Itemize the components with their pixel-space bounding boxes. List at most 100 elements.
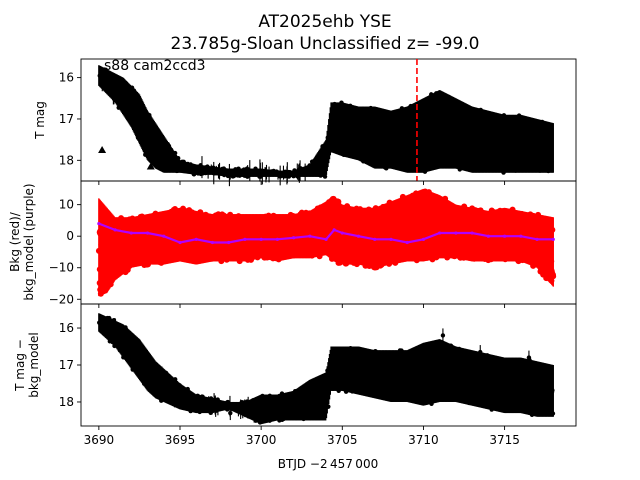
top-data-point (424, 122, 429, 127)
middle-data-point (187, 250, 194, 257)
middle-data-point (509, 206, 516, 213)
middle-data-point (147, 218, 154, 225)
middle-model-point (162, 234, 166, 238)
bottom-data-point (466, 377, 471, 383)
middle-model-point (356, 234, 361, 238)
top-data-point (334, 135, 340, 140)
middle-data-point (183, 217, 190, 224)
top-data-point (396, 123, 401, 129)
bottom-data-point (104, 326, 110, 331)
top-data-point (179, 159, 185, 164)
top-data-point (364, 109, 369, 115)
bottom-data-point (403, 366, 409, 372)
middle-data-point (420, 206, 427, 213)
bottom-data-point (243, 405, 248, 411)
middle-data-point (443, 205, 450, 212)
top-data-point (129, 85, 135, 90)
top-data-point (382, 165, 388, 170)
middle-data-point (107, 281, 114, 288)
bottom-data-point (514, 389, 519, 395)
panel-middle-ylabel-line-2: bkg_model (purple) (22, 183, 36, 300)
middle-data-point (490, 216, 497, 223)
bottom-data-point (490, 377, 496, 383)
bottom-data-point (130, 367, 135, 372)
middle-data-point (208, 232, 215, 239)
bottom-data-point (478, 349, 483, 355)
bottom-data-point (356, 371, 361, 377)
bottom-data-point (438, 357, 444, 363)
top-upper-limit-marker (98, 145, 107, 153)
middle-data-point (240, 232, 247, 239)
bottom-data-point (123, 325, 128, 330)
top-data-point (454, 151, 460, 156)
middle-data-point (349, 219, 356, 226)
middle-data-point (397, 209, 404, 216)
middle-data-point (343, 237, 350, 244)
middle-data-point (504, 223, 511, 230)
title-line-2: 23.785g-Sloan Unclassified z= -99.0 (171, 34, 480, 54)
top-data-point (512, 128, 517, 133)
bottom-data-point (185, 386, 190, 392)
top-data-point (470, 141, 475, 146)
middle-data-point (150, 249, 157, 256)
middle-data-point (432, 194, 439, 201)
middle-data-point (155, 223, 162, 230)
middle-model-point (324, 237, 328, 241)
top-data-point (538, 142, 544, 147)
bottom-data-point (211, 397, 217, 403)
top-data-point (174, 168, 180, 174)
top-data-point (430, 136, 436, 142)
x-tick-label: 3700 (246, 433, 277, 447)
bottom-data-point (441, 368, 447, 373)
middle-model-point (551, 237, 555, 241)
middle-model-point (227, 240, 231, 245)
middle-data-point (530, 262, 537, 269)
bottom-data-point (532, 364, 538, 370)
bottom-data-point (225, 407, 230, 412)
top-data-point (378, 134, 383, 140)
bottom-data-point (428, 366, 434, 371)
bottom-data-point (228, 410, 233, 416)
bottom-data-point (334, 360, 339, 366)
top-data-point (268, 172, 274, 177)
middle-data-point (277, 215, 284, 222)
bottom-data-point (222, 402, 227, 407)
middle-data-point (410, 250, 417, 257)
top-data-point (449, 144, 454, 149)
bottom-data-point (489, 407, 494, 412)
bottom-data-point (131, 335, 136, 340)
bottom-data-point (404, 374, 409, 379)
middle-data-point (362, 211, 369, 218)
top-data-point (429, 92, 434, 97)
top-data-point (437, 93, 442, 98)
middle-data-point (429, 256, 436, 263)
top-data-point (498, 127, 504, 133)
middle-data-point (280, 247, 287, 254)
bottom-data-point (518, 383, 524, 388)
top-data-point (352, 150, 357, 155)
middle-data-point (287, 211, 294, 218)
middle-model-point (210, 240, 215, 245)
middle-data-point (538, 262, 545, 269)
middle-data-point (546, 266, 553, 273)
panel-bottom-ylabel-line-1: T mag − (13, 339, 27, 392)
bottom-data-point (144, 380, 149, 385)
middle-data-point (111, 238, 118, 245)
middle-data-point (277, 228, 284, 235)
middle-data-point (386, 199, 393, 206)
middle-data-point (369, 209, 376, 216)
middle-model-point (243, 237, 247, 241)
middle-data-point (96, 279, 103, 286)
middle-data-point (540, 227, 547, 234)
top-data-point (479, 132, 485, 137)
middle-data-point (468, 237, 475, 244)
top-upper-limit-marker (406, 154, 415, 162)
top-data-point (456, 117, 461, 123)
top-data-point (458, 126, 463, 132)
middle-data-point (137, 213, 144, 220)
middle-data-point (383, 249, 390, 256)
middle-data-point (333, 255, 340, 262)
top-data-point (323, 162, 329, 167)
bottom-data-point (371, 372, 376, 377)
